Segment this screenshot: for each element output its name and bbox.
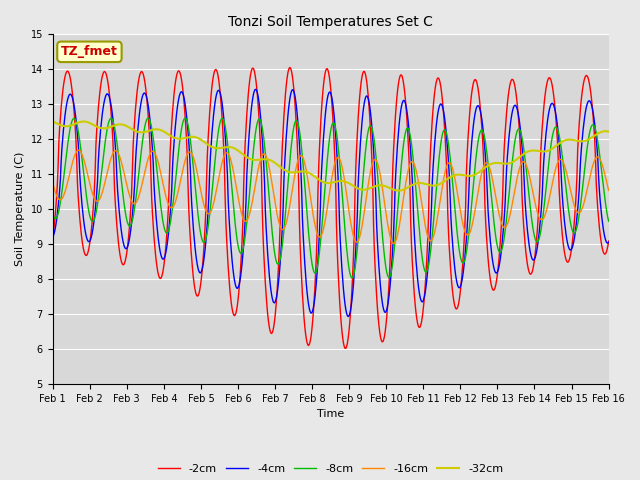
-4cm [344, 313, 352, 319]
-2cm [116, 252, 124, 257]
-16cm [400, 194, 408, 200]
X-axis label: Time: Time [317, 409, 344, 419]
-16cm [390, 240, 397, 246]
-8cm [605, 218, 612, 224]
-16cm [59, 194, 67, 200]
Legend: -2cm, -4cm, -8cm, -16cm, -32cm: -2cm, -4cm, -8cm, -16cm, -32cm [154, 459, 508, 479]
-32cm [399, 187, 407, 192]
Line: -8cm: -8cm [52, 118, 609, 278]
-4cm [116, 216, 124, 222]
-8cm [348, 275, 356, 281]
-32cm [415, 180, 423, 186]
Title: Tonzi Soil Temperatures Set C: Tonzi Soil Temperatures Set C [228, 15, 433, 29]
-8cm [173, 169, 180, 175]
-2cm [59, 89, 67, 95]
-4cm [416, 293, 424, 299]
-16cm [173, 193, 181, 199]
Line: -32cm: -32cm [52, 121, 609, 191]
-2cm [202, 209, 209, 215]
-8cm [59, 182, 67, 188]
-8cm [116, 165, 124, 171]
-16cm [49, 180, 56, 185]
Line: -4cm: -4cm [52, 89, 609, 316]
-4cm [173, 113, 180, 119]
-2cm [605, 238, 612, 244]
-4cm [202, 240, 209, 245]
-2cm [49, 235, 56, 241]
-32cm [394, 188, 402, 193]
-8cm [49, 210, 56, 216]
-16cm [416, 189, 424, 195]
-2cm [173, 74, 180, 80]
-4cm [59, 135, 67, 141]
Line: -16cm: -16cm [52, 150, 609, 243]
-16cm [117, 157, 125, 163]
Line: -2cm: -2cm [52, 68, 609, 348]
-8cm [416, 235, 424, 240]
-4cm [400, 97, 408, 103]
-8cm [400, 140, 408, 146]
-4cm [49, 234, 56, 240]
-16cm [203, 209, 211, 215]
-32cm [116, 121, 124, 127]
-16cm [605, 188, 612, 193]
-4cm [605, 240, 612, 245]
-32cm [59, 123, 67, 129]
-2cm [416, 324, 424, 330]
-32cm [202, 140, 209, 146]
Text: TZ_fmet: TZ_fmet [61, 45, 118, 58]
-2cm [286, 65, 294, 71]
-2cm [342, 346, 349, 351]
-4cm [252, 86, 259, 92]
Y-axis label: Soil Temperature (C): Soil Temperature (C) [15, 152, 25, 266]
-32cm [49, 119, 56, 124]
-2cm [400, 81, 408, 87]
-8cm [203, 233, 211, 239]
-16cm [75, 147, 83, 153]
-8cm [181, 115, 189, 121]
-32cm [173, 135, 180, 141]
-32cm [605, 129, 612, 134]
